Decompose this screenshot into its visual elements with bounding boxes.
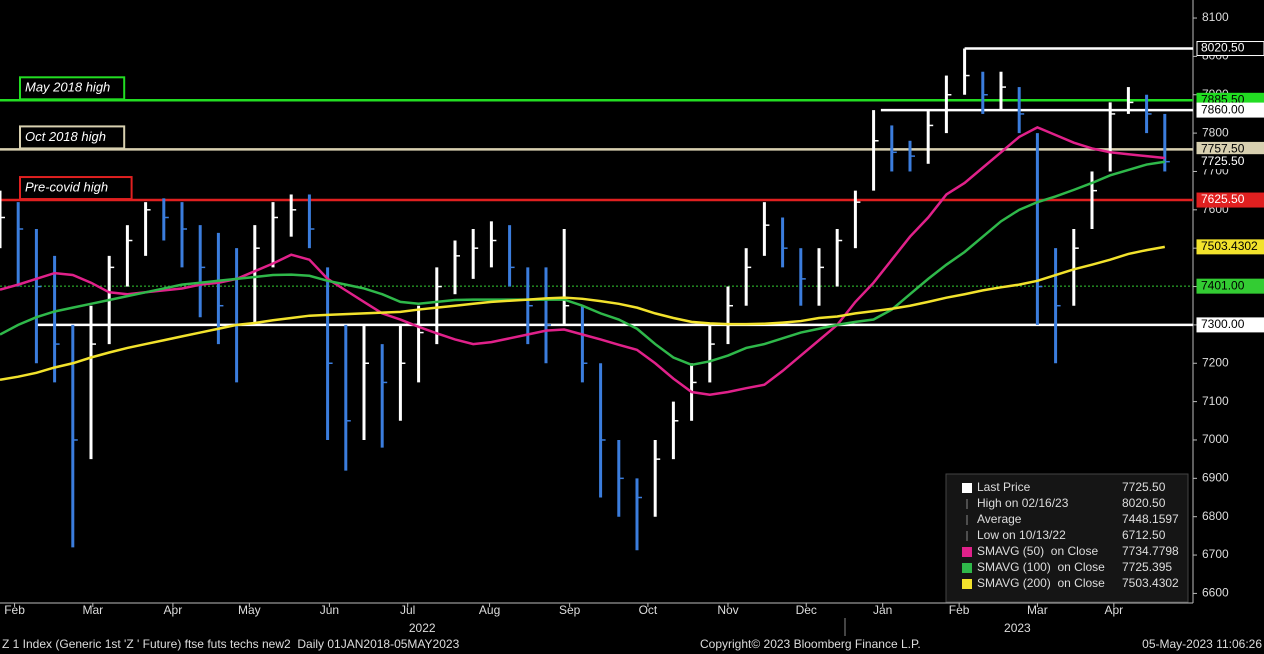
price-tag-label: 7401.00 [1201,278,1245,292]
x-tick-label: Jun [320,603,339,617]
x-tick-label: Feb [949,603,970,617]
y-tick-label: 6600 [1202,586,1229,600]
annotation: May 2018 high [25,80,110,95]
x-tick-label: Dec [796,603,817,617]
legend-swatch [962,547,972,557]
price-tag-label: 7725.50 [1201,154,1245,168]
price-tag [1196,239,1264,255]
y-tick-label: 6900 [1202,471,1229,485]
legend-label: Last Price [977,480,1031,494]
legend-value: 6712.50 [1122,528,1166,542]
y-tick-label: 7200 [1202,355,1229,369]
x-tick-label: Sep [559,603,581,617]
footer-center: Copyright© 2023 Bloomberg Finance L.P. [700,637,921,651]
x-tick-label: Jan [873,603,892,617]
legend-label: Low on 10/13/22 [977,528,1066,542]
legend-label: SMAVG (50) on Close [977,544,1098,558]
x-tick-label: Oct [639,603,658,617]
price-tag-label: 8020.50 [1201,41,1245,55]
legend-swatch [962,579,972,589]
x-tick-label: Aug [479,603,500,617]
price-tag [1196,102,1264,118]
y-tick-label: 7100 [1202,394,1229,408]
year-label: 2022 [409,621,436,635]
y-tick-label: 8100 [1202,10,1229,24]
x-tick-label: May [238,603,261,617]
price-tag-label: 7300.00 [1201,317,1245,331]
y-tick-label: 7800 [1202,125,1229,139]
x-tick-label: Apr [164,603,183,617]
legend-swatch [962,563,972,573]
price-tag-label: 7757.50 [1201,142,1245,156]
legend-label: SMAVG (200) on Close [977,576,1105,590]
legend-value: 7734.7798 [1122,544,1179,558]
price-tag-label: 7625.50 [1201,192,1245,206]
annotation-box [19,76,126,101]
legend-label: High on 02/16/23 [977,496,1069,510]
legend-label: SMAVG (100) on Close [977,560,1105,574]
price-tag [1196,41,1264,57]
sma-line [0,245,1166,381]
price-tag [1196,192,1264,208]
x-tick-label: Mar [1027,603,1048,617]
x-tick-label: Jul [400,603,415,617]
price-tag-label: 7503.4302 [1201,239,1258,253]
legend-value: 8020.50 [1122,496,1166,510]
annotation: Pre-covid high [25,179,108,194]
x-tick-label: Nov [717,603,738,617]
legend-value: 7725.50 [1122,480,1166,494]
annotation-box [19,125,126,150]
x-tick-label: Mar [82,603,103,617]
price-tag [1196,154,1264,170]
legend-swatch [962,483,972,493]
legend-value: 7725.395 [1122,560,1172,574]
year-label: 2023 [1004,621,1031,635]
sma-line [0,160,1165,367]
footer-right: 05-May-2023 11:06:26 [1142,637,1262,651]
y-tick-label: 6700 [1202,547,1229,561]
legend-value: 7448.1597 [1122,512,1179,526]
y-tick-label: 6800 [1202,509,1229,523]
legend-label: Average [977,512,1022,526]
x-tick-label: Apr [1104,603,1123,617]
footer-left: Z 1 Index (Generic 1st 'Z ' Future) ftse… [2,637,460,651]
annotation: Oct 2018 high [25,129,106,144]
legend-value: 7503.4302 [1122,576,1179,590]
legend-box [945,473,1189,603]
sma-line [0,125,1165,396]
y-tick-label: 7000 [1202,432,1229,446]
price-tag-label: 7860.00 [1201,102,1245,116]
x-tick-label: Feb [4,603,25,617]
price-tag [1196,278,1264,294]
price-tag [1196,317,1264,333]
annotation-box [19,176,133,201]
